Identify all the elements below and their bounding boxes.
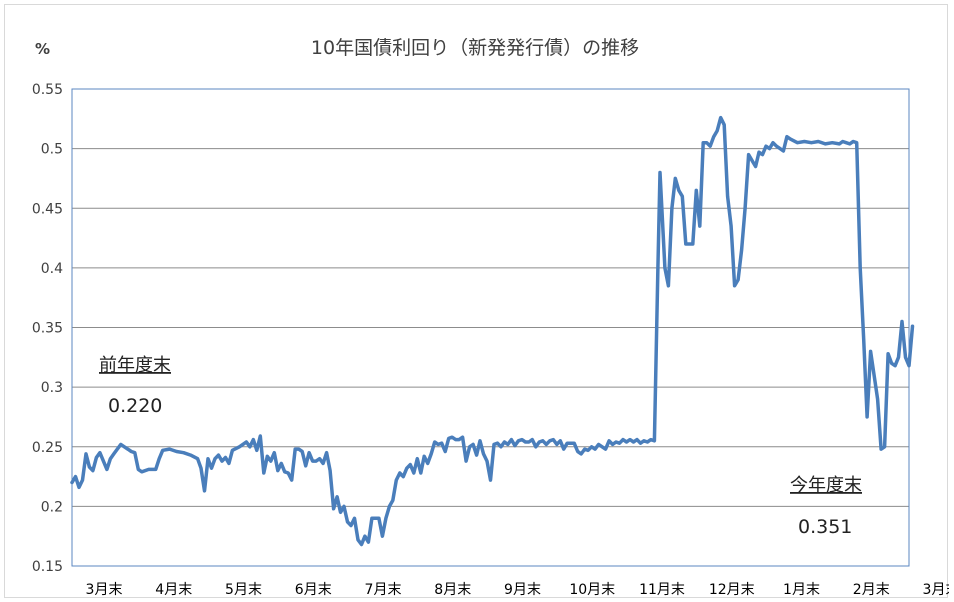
y-tick-label: 0.35 (32, 321, 63, 337)
x-axis-ticks: 3月末 4月末 5月末 6月末 7月末 8月末 9月末 10月末 11月末 12月末 1月末 2月末 3… (86, 582, 949, 598)
annotation-current-year-end-label: 今年度末 (790, 475, 862, 496)
x-tick-label: 12月末 (709, 582, 755, 598)
y-tick-label: 0.5 (41, 142, 63, 158)
y-tick-label: 0.15 (32, 559, 63, 575)
annotation-current-year-end-value: 0.351 (798, 516, 852, 538)
x-tick-label: 3月末 (923, 582, 949, 598)
x-tick-label: 5月末 (225, 582, 262, 598)
x-tick-label: 11月末 (639, 582, 685, 598)
x-tick-label: 6月末 (295, 582, 332, 598)
y-tick-label: 0.3 (41, 380, 63, 396)
annotation-previous-year-end-label: 前年度末 (99, 355, 171, 376)
plot-area-border (71, 88, 910, 567)
x-tick-label: 7月末 (365, 582, 402, 598)
chart-title: 10年国債利回り（新発発行債）の推移 (311, 37, 639, 59)
annotation-previous-year-end-value: 0.220 (108, 395, 162, 417)
chart-frame: 10年国債利回り（新発発行債）の推移 % 0.15 0.2 0.25 0.3 0.35 0… (4, 4, 949, 598)
x-tick-label: 10月末 (569, 582, 615, 598)
annotation-previous-year-end: 前年度末 0.220 (99, 355, 171, 417)
y-axis-ticks: 0.15 0.2 0.25 0.3 0.35 0.4 0.45 0.5 0.55 (32, 82, 63, 575)
y-tick-label: 0.45 (32, 201, 63, 217)
y-tick-label: 0.55 (32, 82, 63, 98)
x-tick-label: 1月末 (783, 582, 820, 598)
gridlines (72, 88, 909, 567)
annotation-current-year-end: 今年度末 0.351 (790, 475, 862, 538)
x-tick-label: 3月末 (86, 582, 123, 598)
unit-label: % (35, 40, 50, 58)
y-tick-label: 0.4 (41, 261, 63, 277)
x-tick-label: 2月末 (853, 582, 890, 598)
series-line (70, 115, 915, 547)
y-tick-label: 0.25 (32, 440, 63, 456)
x-tick-label: 8月末 (434, 582, 471, 598)
x-tick-label: 9月末 (504, 582, 541, 598)
y-tick-label: 0.2 (41, 499, 63, 515)
line-chart: 10年国債利回り（新発発行債）の推移 % 0.150.20.250.30.350… (32, 37, 949, 598)
x-tick-label: 4月末 (155, 582, 192, 598)
series-layer (70, 115, 915, 547)
